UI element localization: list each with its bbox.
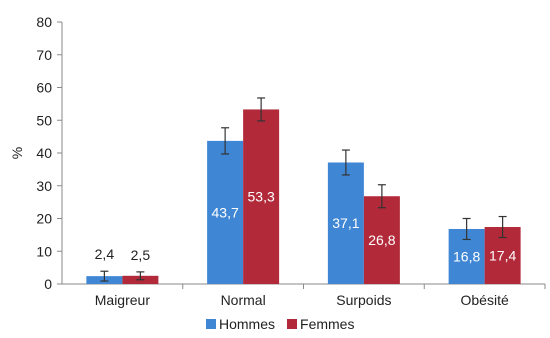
error-bar: [341, 149, 350, 176]
data-label: 43,7: [212, 204, 239, 220]
legend: Hommes Femmes: [206, 316, 354, 332]
y-tick-label: 70: [36, 47, 52, 63]
y-axis-title: %: [9, 147, 25, 159]
data-label: 2,5: [131, 247, 151, 263]
legend-item: Hommes: [206, 316, 275, 332]
y-tick-label: 0: [44, 276, 52, 292]
bar: [207, 140, 244, 284]
data-label: 26,8: [368, 232, 395, 248]
error-bar: [377, 184, 386, 209]
error-bar: [221, 127, 230, 155]
y-tick-label: 80: [36, 14, 52, 30]
y-tick-label: 60: [36, 80, 52, 96]
y-tick-label: 20: [36, 211, 52, 227]
bar: [363, 196, 400, 284]
legend-label: Hommes: [219, 316, 275, 332]
data-label: 53,3: [248, 189, 275, 205]
data-label: 37,1: [332, 215, 359, 231]
error-bar: [462, 217, 471, 241]
y-tick-label: 10: [36, 243, 52, 259]
bars: 2,4 43,7 37,1 16,8 2,5 53,3 26,8 17,4: [86, 97, 521, 284]
data-label: 2,4: [95, 246, 115, 262]
error-bar: [498, 215, 507, 239]
error-bar: [257, 97, 266, 122]
y-tick-label: 30: [36, 178, 52, 194]
data-label: 17,4: [489, 248, 516, 264]
legend-label: Femmes: [300, 316, 354, 332]
x-category-label: Normal: [221, 292, 266, 308]
legend-swatch: [287, 319, 298, 329]
error-bar: [100, 270, 109, 282]
legend-swatch: [206, 319, 216, 329]
bar: [243, 109, 280, 284]
x-category-label: Maigreur: [95, 292, 151, 308]
x-category-label: Obésité: [461, 292, 509, 308]
error-bar: [136, 271, 145, 281]
data-label: 16,8: [453, 248, 480, 264]
y-tick-label: 50: [36, 112, 52, 128]
x-axis: Maigreur Normal Surpoids Obésité: [62, 283, 546, 308]
y-axis: 0 10 20 30 40 50 60 70 80: [36, 14, 63, 292]
bar: [327, 162, 364, 284]
y-tick-label: 40: [36, 145, 52, 161]
legend-item: Femmes: [287, 316, 354, 332]
x-category-label: Surpoids: [336, 292, 391, 308]
